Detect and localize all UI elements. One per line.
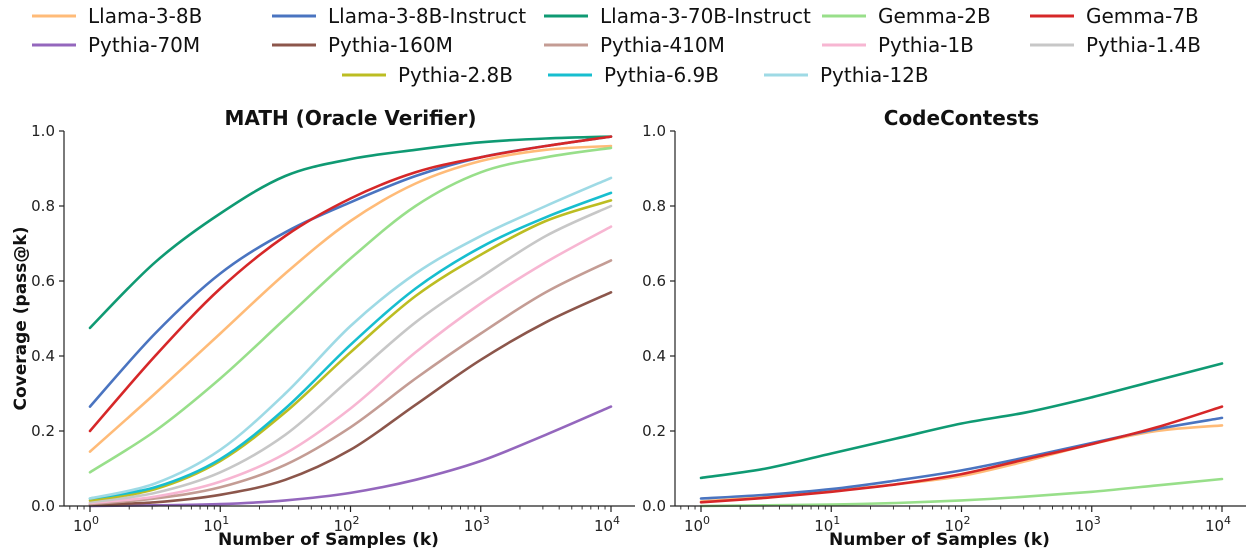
y-tick-label: 0.8 xyxy=(31,197,55,215)
legend-entry: Llama-3-70B-Instruct xyxy=(544,4,811,28)
x-tick-label: 103 xyxy=(464,514,490,535)
series-line xyxy=(88,146,613,474)
x-tick-label: 103 xyxy=(1075,514,1101,535)
y-tick-label: 1.0 xyxy=(642,122,666,140)
chart-title: CodeContests xyxy=(884,106,1039,130)
series-line xyxy=(88,176,613,500)
legend-entry: Pythia-160M xyxy=(272,33,453,57)
legend-entry: Pythia-410M xyxy=(544,33,725,57)
y-tick-label: 0.2 xyxy=(31,422,55,440)
legend-entry: Pythia-1.4B xyxy=(1030,33,1201,57)
legend-label: Pythia-12B xyxy=(820,63,929,87)
codecontests-panel: CodeContests 0.0 0.2 0.4 0.6 0.8 1.0 100 101 102 1… xyxy=(642,106,1246,548)
series-line xyxy=(88,191,613,500)
legend-label: Pythia-1.4B xyxy=(1086,33,1201,57)
legend-label: Llama-3-8B-Instruct xyxy=(328,4,526,28)
series-line xyxy=(88,204,613,504)
y-tick-label: 0.4 xyxy=(31,347,55,365)
legend-entry: Gemma-2B xyxy=(822,4,991,28)
series-line xyxy=(699,424,1224,503)
x-tick-label: 100 xyxy=(73,514,99,535)
series-line xyxy=(699,477,1224,508)
series-line xyxy=(88,259,613,506)
legend-entry: Pythia-2.8B xyxy=(342,63,513,87)
x-tick-label: 104 xyxy=(594,514,620,535)
legend-label: Pythia-70M xyxy=(88,33,200,57)
legend-entry: Pythia-6.9B xyxy=(548,63,719,87)
series-line xyxy=(88,135,613,330)
legend-entry: Pythia-12B xyxy=(764,63,929,87)
legend-label: Pythia-2.8B xyxy=(398,63,513,87)
legend-label: Pythia-6.9B xyxy=(604,63,719,87)
y-tick-label: 0.0 xyxy=(31,497,55,515)
series-line xyxy=(88,135,613,433)
legend-label: Llama-3-70B-Instruct xyxy=(600,4,811,28)
y-tick-label: 0.0 xyxy=(642,497,666,515)
series-line xyxy=(88,199,613,502)
chart-title: MATH (Oracle Verifier) xyxy=(225,106,477,130)
x-axis-title: Number of Samples (k) xyxy=(829,530,1050,548)
series-line xyxy=(88,144,613,453)
x-tick-label: 101 xyxy=(814,514,840,535)
legend-label: Pythia-410M xyxy=(600,33,725,57)
legend-entry: Llama-3-8B-Instruct xyxy=(272,4,526,28)
series-line xyxy=(699,405,1224,504)
math-panel: MATH (Oracle Verifier) 0.0 0.2 0.4 0.6 0.8 1.0… xyxy=(11,106,635,548)
legend-label: Pythia-1B xyxy=(878,33,974,57)
legend-label: Gemma-7B xyxy=(1086,4,1199,28)
legend-label: Pythia-160M xyxy=(328,33,453,57)
y-tick-label: 0.6 xyxy=(642,272,666,290)
y-tick-label: 0.2 xyxy=(642,422,666,440)
legend-entry: Llama-3-8B xyxy=(32,4,202,28)
legend-label: Gemma-2B xyxy=(878,4,991,28)
y-tick-label: 0.8 xyxy=(642,197,666,215)
x-tick-label: 104 xyxy=(1205,514,1231,535)
x-axis-title: Number of Samples (k) xyxy=(218,530,439,548)
x-tick-label: 101 xyxy=(203,514,229,535)
x-tick-label: 102 xyxy=(944,514,970,535)
series-group xyxy=(699,362,1224,508)
y-tick-label: 0.6 xyxy=(31,272,55,290)
series-line xyxy=(88,225,613,505)
y-tick-label: 0.4 xyxy=(642,347,666,365)
y-tick-label: 1.0 xyxy=(31,122,55,140)
y-axis-title: Coverage (pass@k) xyxy=(11,227,31,411)
series-line xyxy=(88,135,613,408)
legend-entry: Pythia-1B xyxy=(822,33,974,57)
legend-label: Llama-3-8B xyxy=(88,4,202,28)
series-group xyxy=(88,135,613,508)
x-tick-label: 102 xyxy=(333,514,359,535)
series-line xyxy=(699,362,1224,480)
series-line xyxy=(88,291,613,507)
series-line xyxy=(88,405,613,508)
legend-entry: Pythia-70M xyxy=(32,33,200,57)
legend: Llama-3-8B Llama-3-8B-Instruct Llama-3-70B… xyxy=(32,4,1201,87)
legend-entry: Gemma-7B xyxy=(1030,4,1199,28)
x-tick-label: 100 xyxy=(684,514,710,535)
